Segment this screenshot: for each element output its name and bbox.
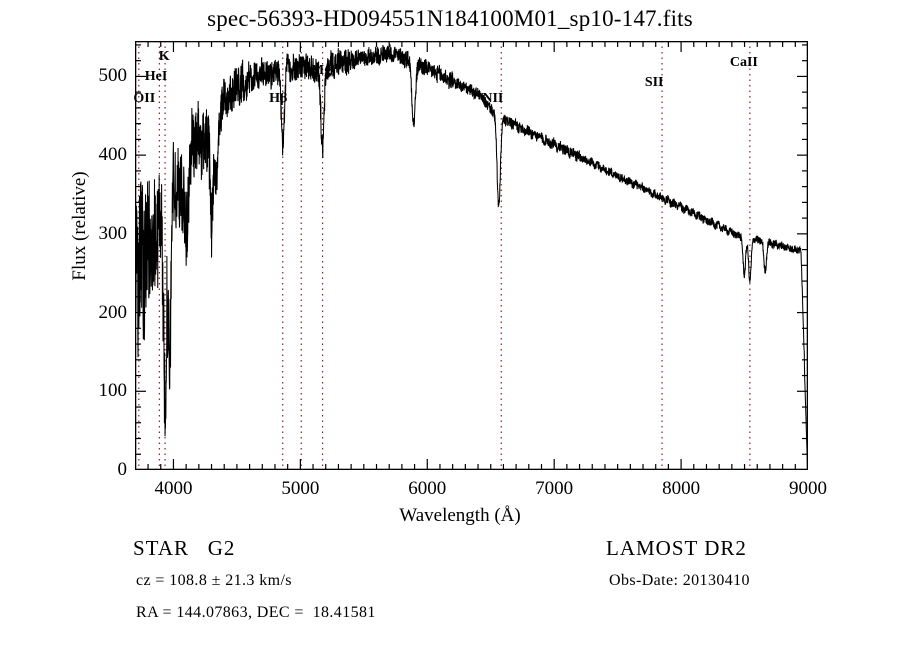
redshift-velocity: cz = 108.8 ± 21.3 km/s bbox=[136, 572, 292, 589]
spectrum-plot-svg bbox=[135, 41, 808, 470]
y-tick-label: 100 bbox=[98, 380, 128, 402]
x-tick-label: 7000 bbox=[535, 478, 574, 499]
survey-name: LAMOST DR2 bbox=[606, 536, 747, 560]
spectral-line-label-nii: NII bbox=[482, 91, 504, 107]
y-tick-label: 500 bbox=[98, 65, 128, 87]
plot-area bbox=[135, 41, 808, 470]
x-tick-label: 4000 bbox=[154, 478, 193, 499]
page-title: spec-56393-HD094551N184100M01_sp10-147.f… bbox=[207, 6, 693, 31]
y-tick-label: 300 bbox=[98, 222, 128, 244]
x-tick-label: 6000 bbox=[408, 478, 447, 499]
object-type: STAR G2 bbox=[133, 536, 236, 560]
spectral-line-label-sii: SII bbox=[644, 75, 664, 91]
spectral-line-label-k: K bbox=[158, 48, 170, 64]
spectral-line-label-caii: CaII bbox=[729, 54, 758, 70]
y-tick-label: 0 bbox=[117, 459, 128, 480]
spectral-line-label-h: Hβ bbox=[269, 91, 288, 107]
y-axis-title: Flux (relative) bbox=[69, 171, 90, 281]
x-tick-label: 9000 bbox=[789, 478, 827, 499]
coordinates: RA = 144.07863, DEC = 18.41581 bbox=[136, 604, 376, 621]
x-tick-label: 8000 bbox=[662, 478, 701, 499]
x-axis-title: Wavelength (Å) bbox=[399, 505, 521, 526]
spectral-line-label-oii: OII bbox=[133, 91, 156, 107]
y-tick-label: 400 bbox=[98, 144, 128, 166]
x-tick-label: 5000 bbox=[281, 478, 320, 499]
observation-date: Obs-Date: 20130410 bbox=[609, 572, 750, 589]
y-tick-label: 200 bbox=[98, 301, 128, 323]
spectral-line-label-hei: HeI bbox=[144, 68, 168, 84]
spectral-line-label-mg: Mg bbox=[311, 63, 332, 79]
